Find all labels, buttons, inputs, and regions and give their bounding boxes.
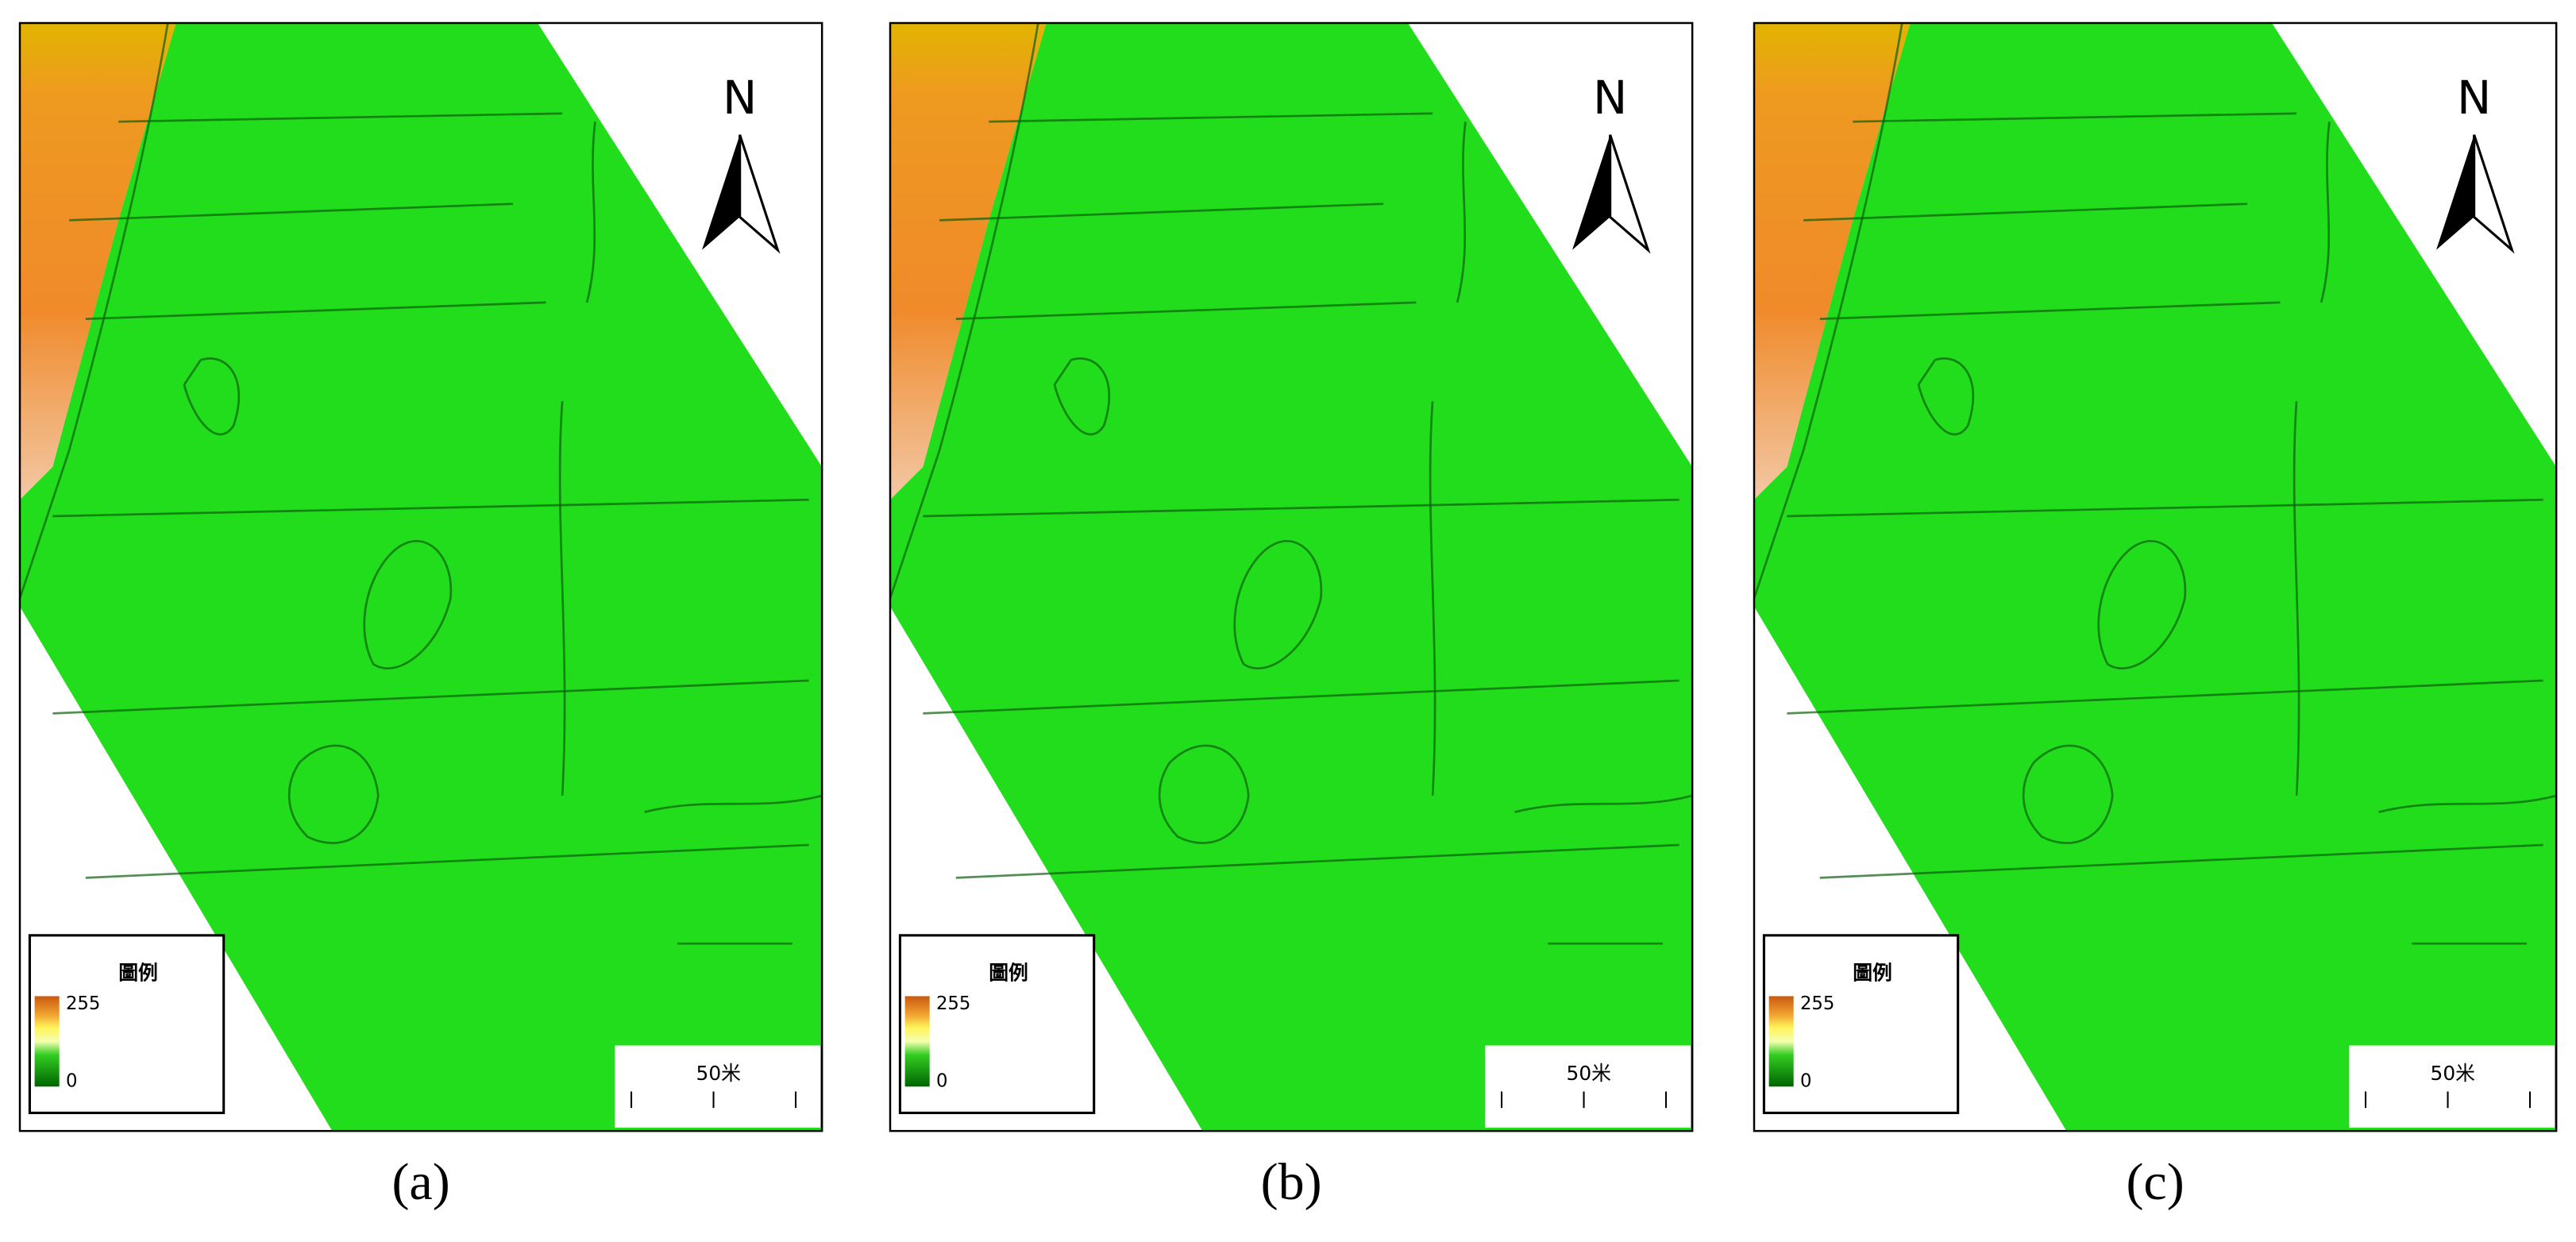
legend-ramp (904, 996, 930, 1087)
terrain-line (2097, 540, 2187, 669)
scale-label: 50米 (696, 1062, 742, 1085)
scale-box (1485, 1045, 1691, 1128)
panel-caption: (b) (1261, 1153, 1322, 1211)
scale-box (615, 1045, 821, 1128)
terrain-line (1917, 357, 1975, 436)
legend-min: 0 (936, 1070, 947, 1091)
legend-max: 255 (936, 993, 970, 1014)
legend-ramp (34, 996, 60, 1087)
terrain-line (183, 357, 241, 436)
scale-label: 50米 (2431, 1062, 2476, 1085)
terrain-line (287, 744, 380, 844)
terrain-line (1158, 744, 1250, 844)
legend-box (1762, 934, 1960, 1114)
terrain-line (1429, 122, 1467, 796)
terrain-line (2022, 744, 2114, 844)
terrain-line (363, 540, 453, 669)
terrain-line (1787, 498, 2543, 879)
legend-min: 0 (1800, 1070, 1811, 1091)
elevation-high (20, 23, 176, 500)
north-arrow-right (2473, 134, 2515, 254)
north-arrow-right (1609, 134, 1651, 254)
map-panel: N 圖例 255 0 50米 (889, 21, 1694, 1132)
panel-border (1753, 21, 2558, 1132)
scale-box (2349, 1045, 2555, 1128)
terrain-line (69, 112, 563, 320)
legend-max: 255 (1800, 993, 1834, 1014)
terrain-line (1233, 540, 1323, 669)
legend-box (28, 934, 226, 1114)
scale-label: 50米 (1567, 1062, 1612, 1085)
terrain-line (644, 794, 823, 945)
legend-title: 圖例 (989, 962, 1028, 985)
terrain-line (2378, 794, 2557, 945)
legend-box (898, 934, 1096, 1114)
panel-border (889, 21, 1694, 1132)
legend-title: 圖例 (1853, 962, 1892, 985)
terrain-line (18, 22, 169, 599)
legend-title: 圖例 (118, 962, 158, 985)
panel-caption: (a) (391, 1153, 449, 1211)
terrain-line (558, 122, 596, 796)
terrain-line (1803, 112, 2297, 320)
elevation-high (1754, 23, 1911, 500)
north-label: N (723, 71, 757, 125)
north-arrow-right (738, 134, 781, 254)
terrain-line (1753, 22, 1903, 599)
terrain-line (1053, 357, 1111, 436)
north-arrow-left (702, 134, 740, 250)
legend-max: 255 (66, 993, 100, 1014)
map-panel: N 圖例 255 0 50米 (1753, 21, 2558, 1132)
terrain-line (939, 112, 1433, 320)
terrain-line (923, 498, 1679, 879)
north-label: N (2457, 71, 2491, 125)
map-panel: N 圖例 255 0 50米 (18, 21, 823, 1132)
terrain-line (889, 22, 1039, 599)
panel-border (18, 21, 823, 1132)
north-label: N (1593, 71, 1627, 125)
elevation-high (890, 23, 1047, 500)
terrain-line (52, 498, 809, 879)
terrain-line (2293, 122, 2331, 796)
legend-min: 0 (66, 1070, 77, 1091)
terrain-line (1514, 794, 1693, 945)
north-arrow-left (1572, 134, 1610, 250)
panel-caption: (c) (2126, 1153, 2184, 1211)
legend-ramp (1768, 996, 1794, 1087)
